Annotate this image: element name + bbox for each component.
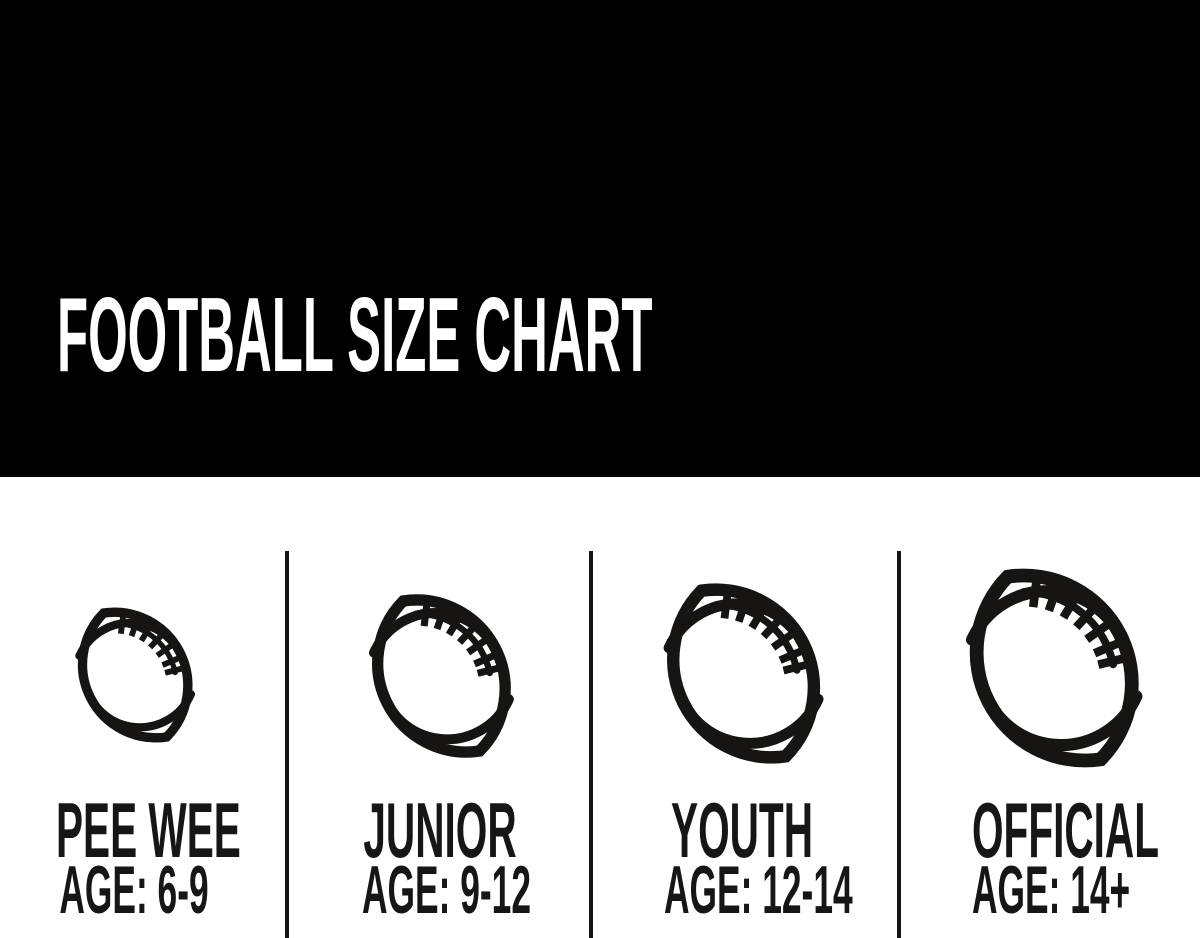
age-range-pee-wee: AGE: 6-9: [59, 852, 209, 928]
size-name-official: OFFICIAL: [972, 786, 1159, 874]
football-icon-youth: [659, 572, 825, 775]
column-divider-1: [285, 551, 289, 938]
size-name-pee-wee: PEE WEE: [56, 786, 241, 874]
football-icon-official: [961, 556, 1144, 780]
football-icon-pee-wee: [72, 599, 196, 751]
column-divider-2: [589, 551, 593, 938]
page-title: FOOTBALL SIZE CHART: [57, 276, 653, 394]
football-icon-junior: [365, 584, 515, 768]
column-divider-3: [897, 551, 901, 938]
size-name-junior: JUNIOR: [363, 786, 517, 874]
age-range-junior: AGE: 9-12: [362, 852, 531, 928]
age-range-official: AGE: 14+: [972, 852, 1131, 928]
header-banner: FOOTBALL SIZE CHART: [0, 0, 1200, 477]
size-name-youth: YOUTH: [671, 786, 813, 874]
age-range-youth: AGE: 12-14: [664, 852, 853, 928]
